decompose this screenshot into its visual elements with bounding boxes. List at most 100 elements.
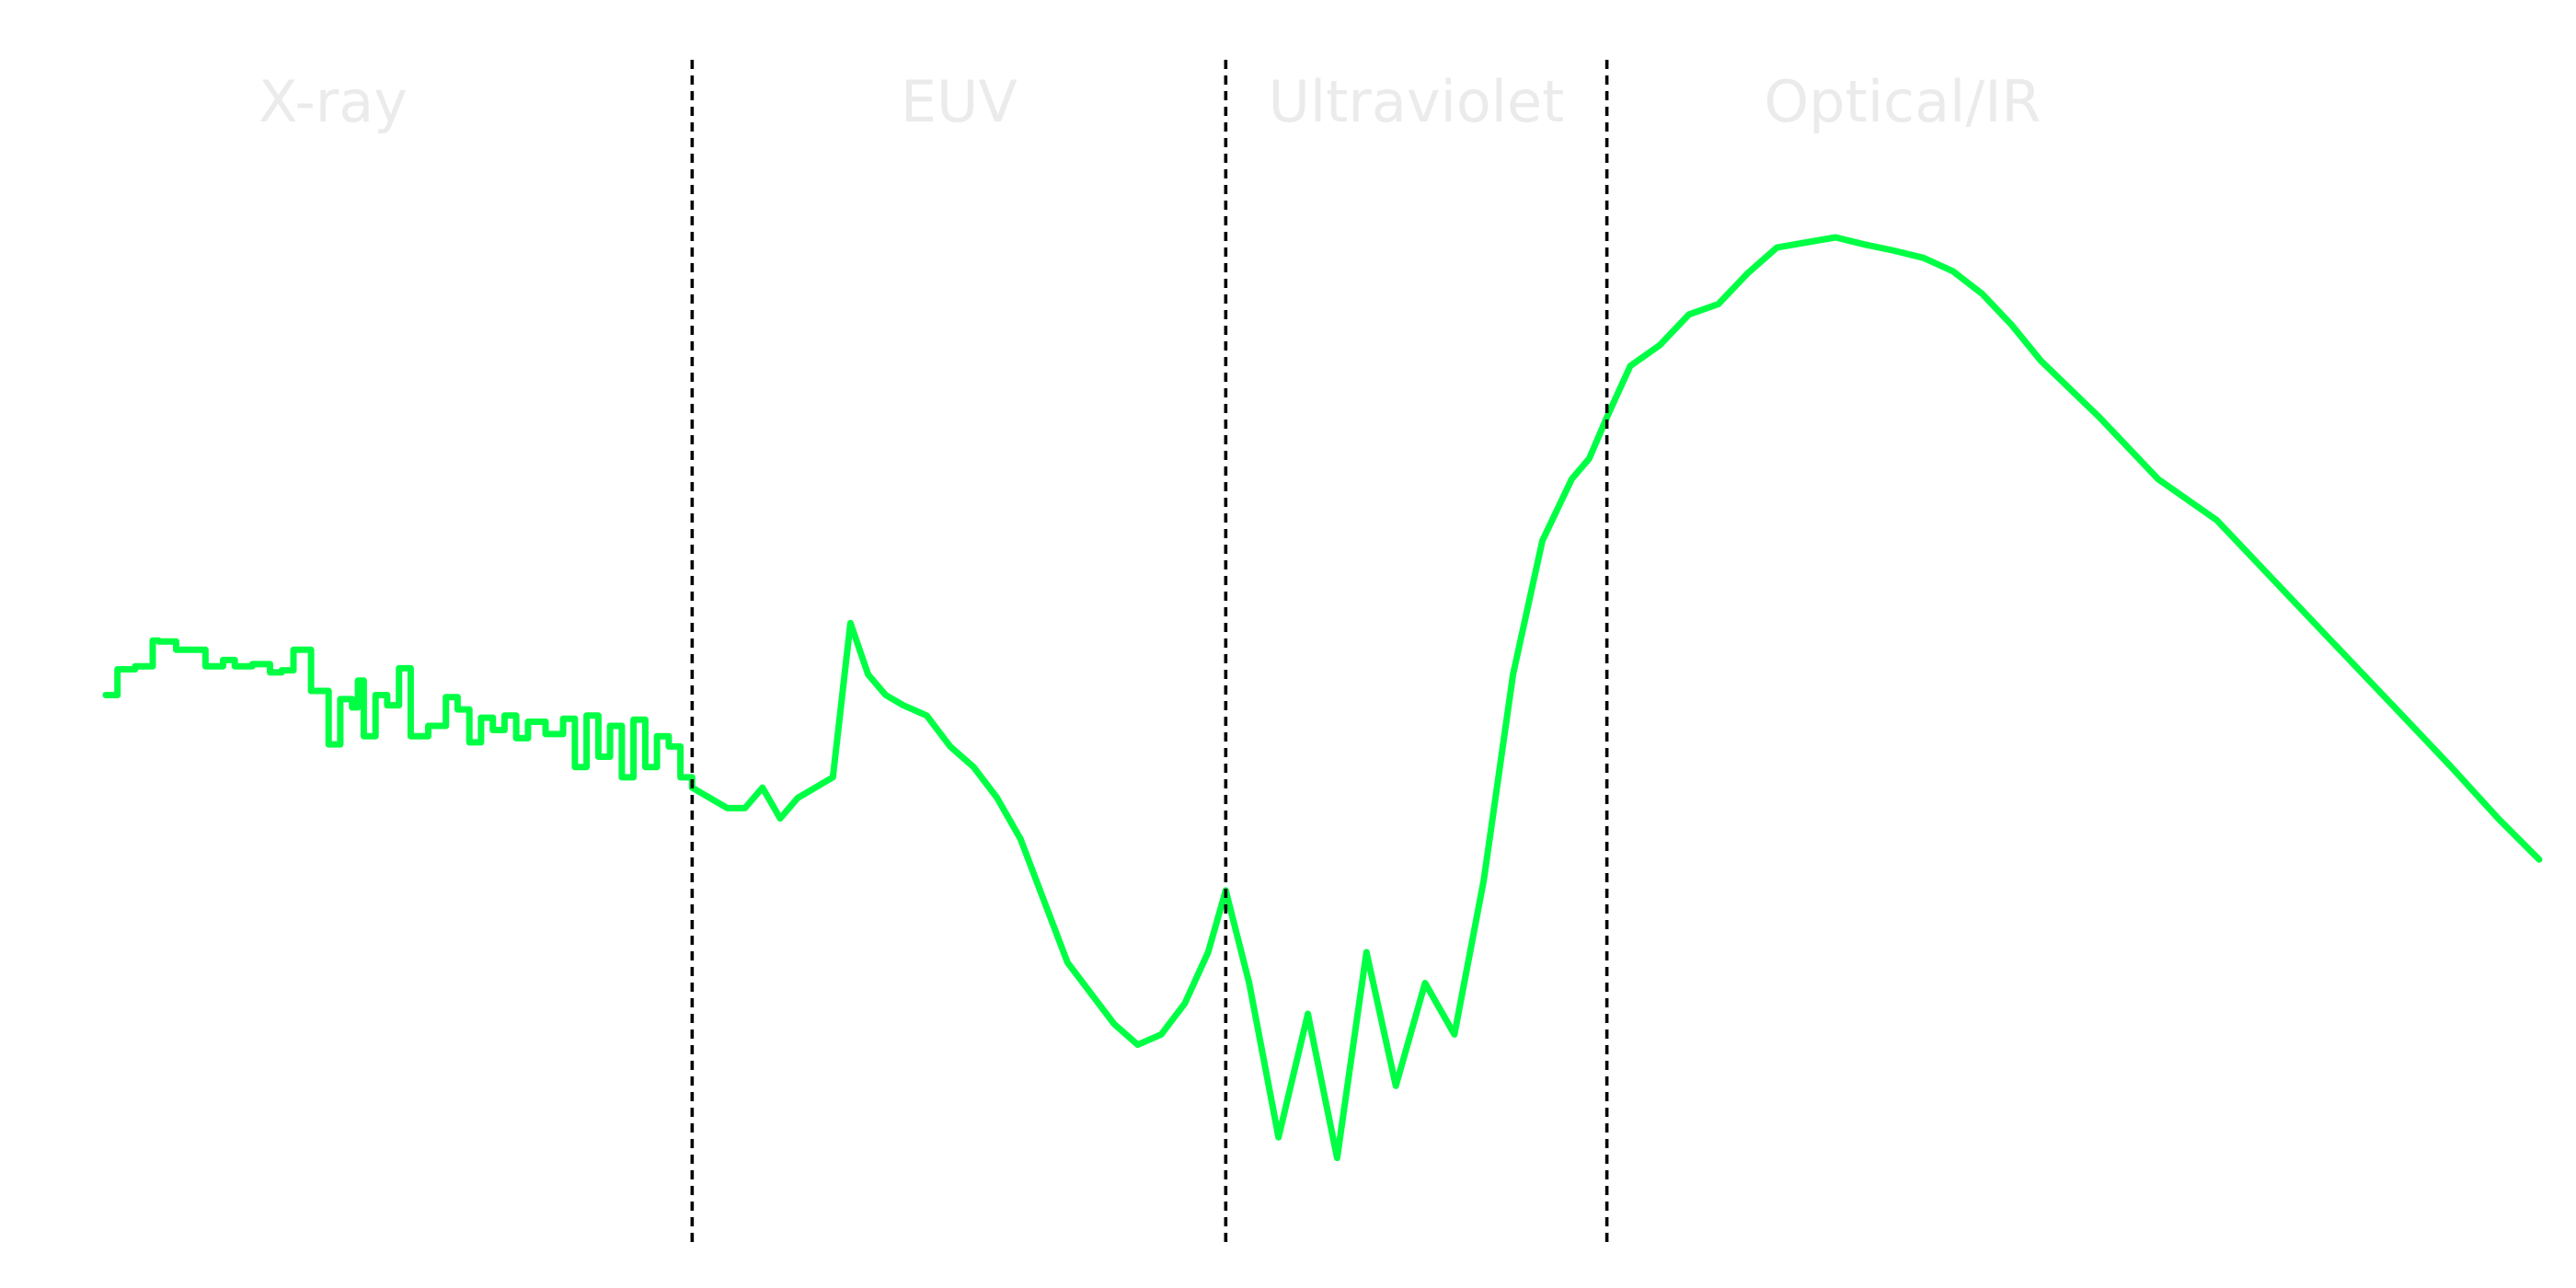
data-point — [477, 715, 484, 721]
data-point — [202, 663, 209, 670]
data-point — [1920, 255, 1926, 261]
data-point — [900, 702, 906, 708]
data-point — [2536, 857, 2542, 863]
data-point — [2272, 579, 2279, 585]
data-point — [847, 620, 854, 627]
data-point — [543, 730, 548, 737]
data-point — [1087, 990, 1094, 996]
data-point — [355, 677, 362, 684]
data-point — [1715, 301, 1721, 307]
data-point — [513, 735, 520, 742]
data-point — [560, 716, 567, 722]
data-point — [132, 663, 138, 670]
data-point — [1586, 455, 1593, 462]
data-point — [408, 733, 414, 740]
data-point — [249, 661, 256, 667]
data-point — [1134, 1041, 1141, 1048]
data-point — [1774, 245, 1780, 251]
data-point — [812, 785, 819, 791]
data-point — [830, 774, 836, 780]
data-point — [1205, 949, 1212, 955]
data-point — [1422, 980, 1428, 986]
data-point — [361, 733, 367, 740]
data-point — [308, 688, 315, 694]
data-point — [1334, 1155, 1340, 1161]
data-point — [1480, 877, 1487, 883]
data-point — [1064, 960, 1071, 966]
data-point — [882, 692, 889, 698]
data-point — [777, 815, 783, 822]
region-label-ultraviolet: Ultraviolet — [1269, 68, 1565, 135]
series-layer — [102, 234, 2543, 1162]
region-dividers — [690, 60, 1609, 1242]
data-point — [103, 692, 109, 698]
data-point — [1862, 241, 1868, 247]
data-point — [2389, 702, 2396, 708]
data-point — [443, 694, 449, 700]
data-point — [607, 723, 614, 729]
data-point — [1393, 1083, 1399, 1089]
data-point — [114, 666, 121, 673]
data-point — [373, 692, 379, 698]
data-point — [618, 774, 625, 780]
data-point — [425, 723, 431, 729]
data-point — [232, 663, 238, 670]
data-point — [947, 743, 953, 750]
data-point — [1246, 980, 1252, 986]
data-point — [971, 764, 977, 770]
data-point — [865, 672, 871, 678]
data-point — [1275, 1134, 1282, 1141]
data-point — [1604, 414, 1610, 420]
data-point — [291, 647, 296, 653]
data-point — [595, 753, 602, 760]
data-point — [220, 657, 226, 663]
data-point — [1744, 270, 1751, 277]
data-point — [155, 638, 162, 645]
data-point — [642, 764, 649, 770]
data-point — [384, 702, 390, 708]
data-point — [2448, 764, 2455, 770]
data-point — [2038, 358, 2044, 364]
data-point — [994, 795, 1000, 801]
data-point — [466, 739, 473, 745]
data-point — [1111, 1021, 1118, 1028]
region-label-optical-ir: Optical/IR — [1764, 68, 2041, 135]
data-point — [1803, 239, 1810, 246]
data-point — [1510, 672, 1516, 678]
data-point — [654, 733, 661, 740]
data-point — [742, 805, 748, 811]
data-point — [1158, 1031, 1165, 1038]
data-point — [583, 712, 590, 719]
data-point — [501, 712, 508, 719]
data-point — [1451, 1031, 1457, 1038]
data-point — [396, 665, 402, 672]
data-point — [279, 667, 285, 673]
data-point — [1305, 1011, 1311, 1017]
data-point — [724, 805, 730, 811]
data-point — [1685, 311, 1692, 317]
data-point — [1657, 342, 1662, 349]
data-point — [759, 785, 765, 791]
data-point — [1949, 268, 1956, 274]
data-point — [489, 727, 496, 733]
data-point — [267, 669, 273, 675]
data-point — [571, 764, 578, 770]
data-point — [924, 712, 930, 719]
data-point — [795, 795, 801, 801]
data-point — [173, 647, 179, 653]
data-point — [665, 743, 672, 750]
data-point — [524, 719, 531, 725]
region-label-euv: EUV — [901, 68, 1018, 135]
data-point — [337, 696, 343, 702]
data-point — [326, 742, 332, 748]
data-point — [349, 704, 355, 710]
data-point — [2214, 517, 2220, 523]
region-label-x-ray: X-ray — [259, 68, 408, 135]
data-point — [2097, 414, 2102, 420]
data-point — [2008, 322, 2015, 328]
data-point — [1569, 476, 1575, 482]
data-point — [2495, 815, 2501, 822]
data-point — [1833, 235, 1839, 240]
